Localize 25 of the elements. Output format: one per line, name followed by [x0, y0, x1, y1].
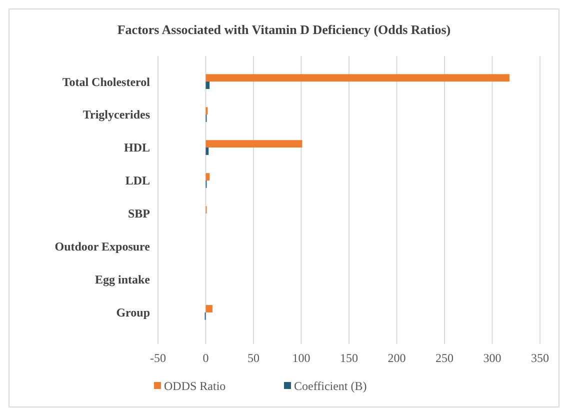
- bar: [206, 305, 212, 312]
- legend-label: Coefficient (B): [294, 379, 367, 394]
- bar: [206, 82, 210, 89]
- x-tick-label: 100: [292, 351, 310, 365]
- y-tick-label: Egg intake: [94, 272, 151, 287]
- x-tick-label: 150: [340, 351, 358, 365]
- y-tick-label: HDL: [124, 140, 150, 155]
- y-tick-label: LDL: [125, 174, 150, 188]
- x-tick-label: 300: [483, 351, 502, 365]
- legend-label: ODDS Ratio: [164, 379, 226, 394]
- y-tick-label: SBP: [128, 206, 150, 221]
- y-tick-label: Triglycerides: [82, 108, 150, 122]
- y-tick-label: Outdoor Exposure: [54, 240, 151, 254]
- x-tick-label: 250: [436, 351, 454, 365]
- x-tick-label: -50: [150, 351, 166, 365]
- x-tick-label: 200: [388, 351, 406, 365]
- y-tick-label: Group: [116, 306, 150, 320]
- y-tick-label: Total Cholesterol: [62, 74, 151, 89]
- bar: [206, 74, 510, 82]
- bar: [206, 173, 210, 181]
- bar: [206, 140, 302, 148]
- x-tick-label: 50: [248, 351, 260, 365]
- chart-title: Factors Associated with Vitamin D Deficiency (Odds Ratios): [117, 22, 451, 37]
- x-tick-label: 350: [531, 351, 549, 365]
- x-tick-label: 0: [202, 351, 209, 365]
